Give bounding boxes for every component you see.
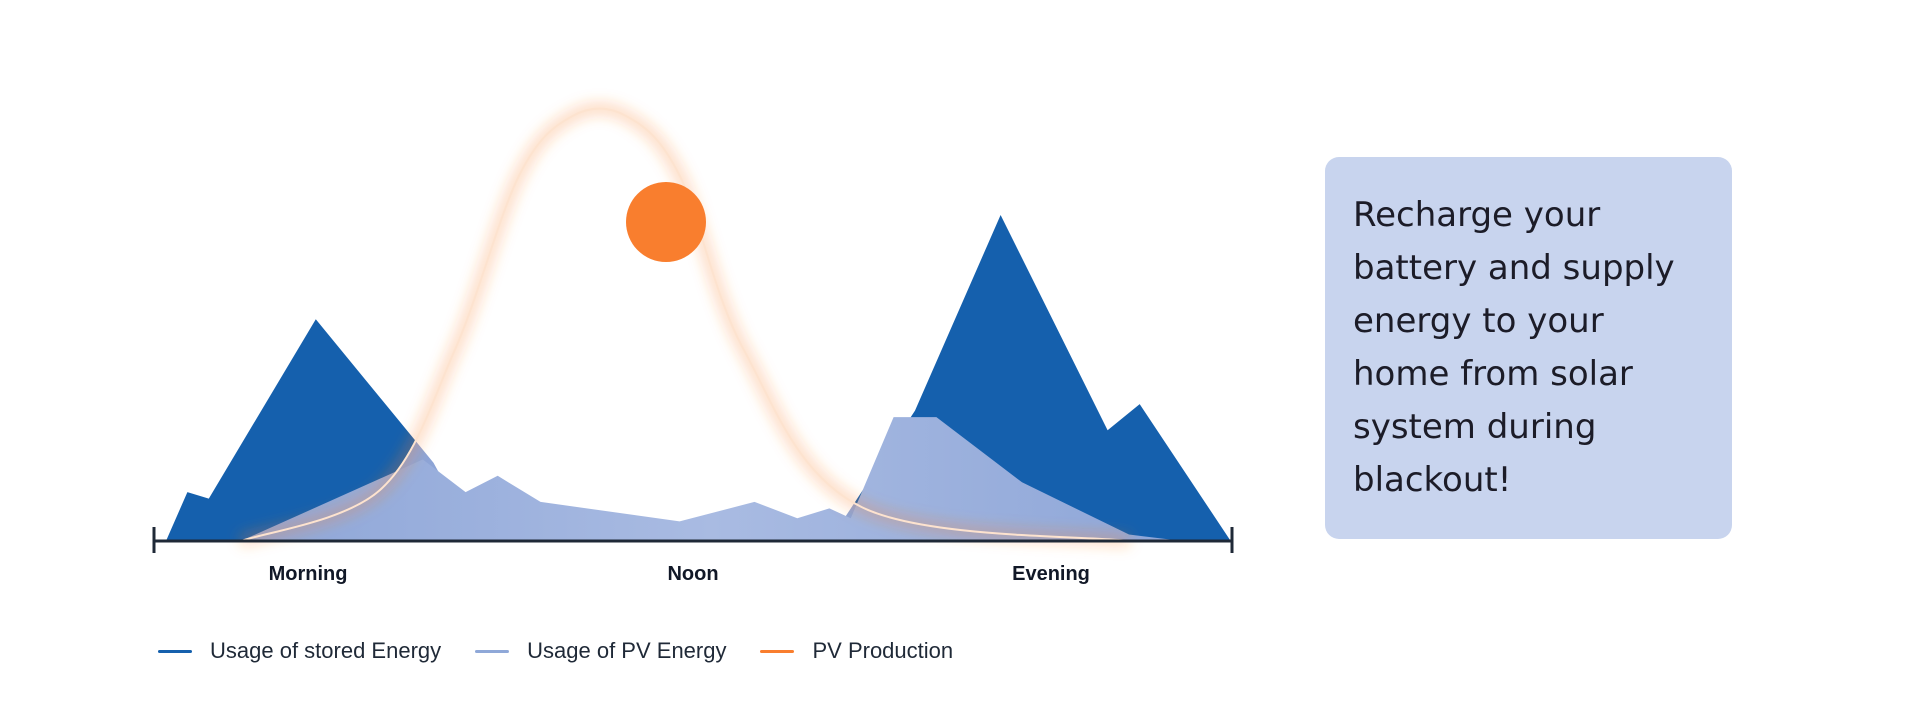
info-card: Recharge your battery and supply energy …: [1325, 157, 1732, 539]
x-tick-label-noon: Noon: [667, 563, 719, 585]
pv-production-series: [239, 103, 1130, 546]
legend-swatch-pv-energy: [475, 649, 510, 653]
x-axis: [152, 527, 1234, 553]
legend-swatch-stored-energy: [158, 649, 192, 653]
info-card-text: Recharge your battery and supply energy …: [1353, 195, 1675, 500]
legend-label-pv-production: PV Production: [812, 638, 954, 663]
stored-energy-area: [166, 215, 1231, 541]
legend-label-stored-energy: Usage of stored Energy: [210, 638, 442, 663]
legend-label-pv-energy: Usage of PV Energy: [527, 638, 727, 663]
x-tick-label-evening: Evening: [1012, 563, 1090, 585]
pv-energy-area: [240, 417, 1183, 541]
legend-item-pv-production: PV Production: [760, 638, 953, 664]
legend-swatch-pv-production: [760, 649, 795, 653]
stored-energy-series: [166, 215, 1231, 541]
pv-production-curve: [240, 107, 1130, 542]
x-tick-label-morning: Morning: [268, 563, 348, 585]
pv-energy-series: [240, 417, 1183, 541]
sun-icon: [626, 182, 706, 262]
legend-item-pv-energy: Usage of PV Energy: [475, 638, 726, 664]
legend-item-stored-energy: Usage of stored Energy: [158, 638, 441, 664]
chart-legend: Usage of stored Energy Usage of PV Energ…: [158, 638, 953, 664]
